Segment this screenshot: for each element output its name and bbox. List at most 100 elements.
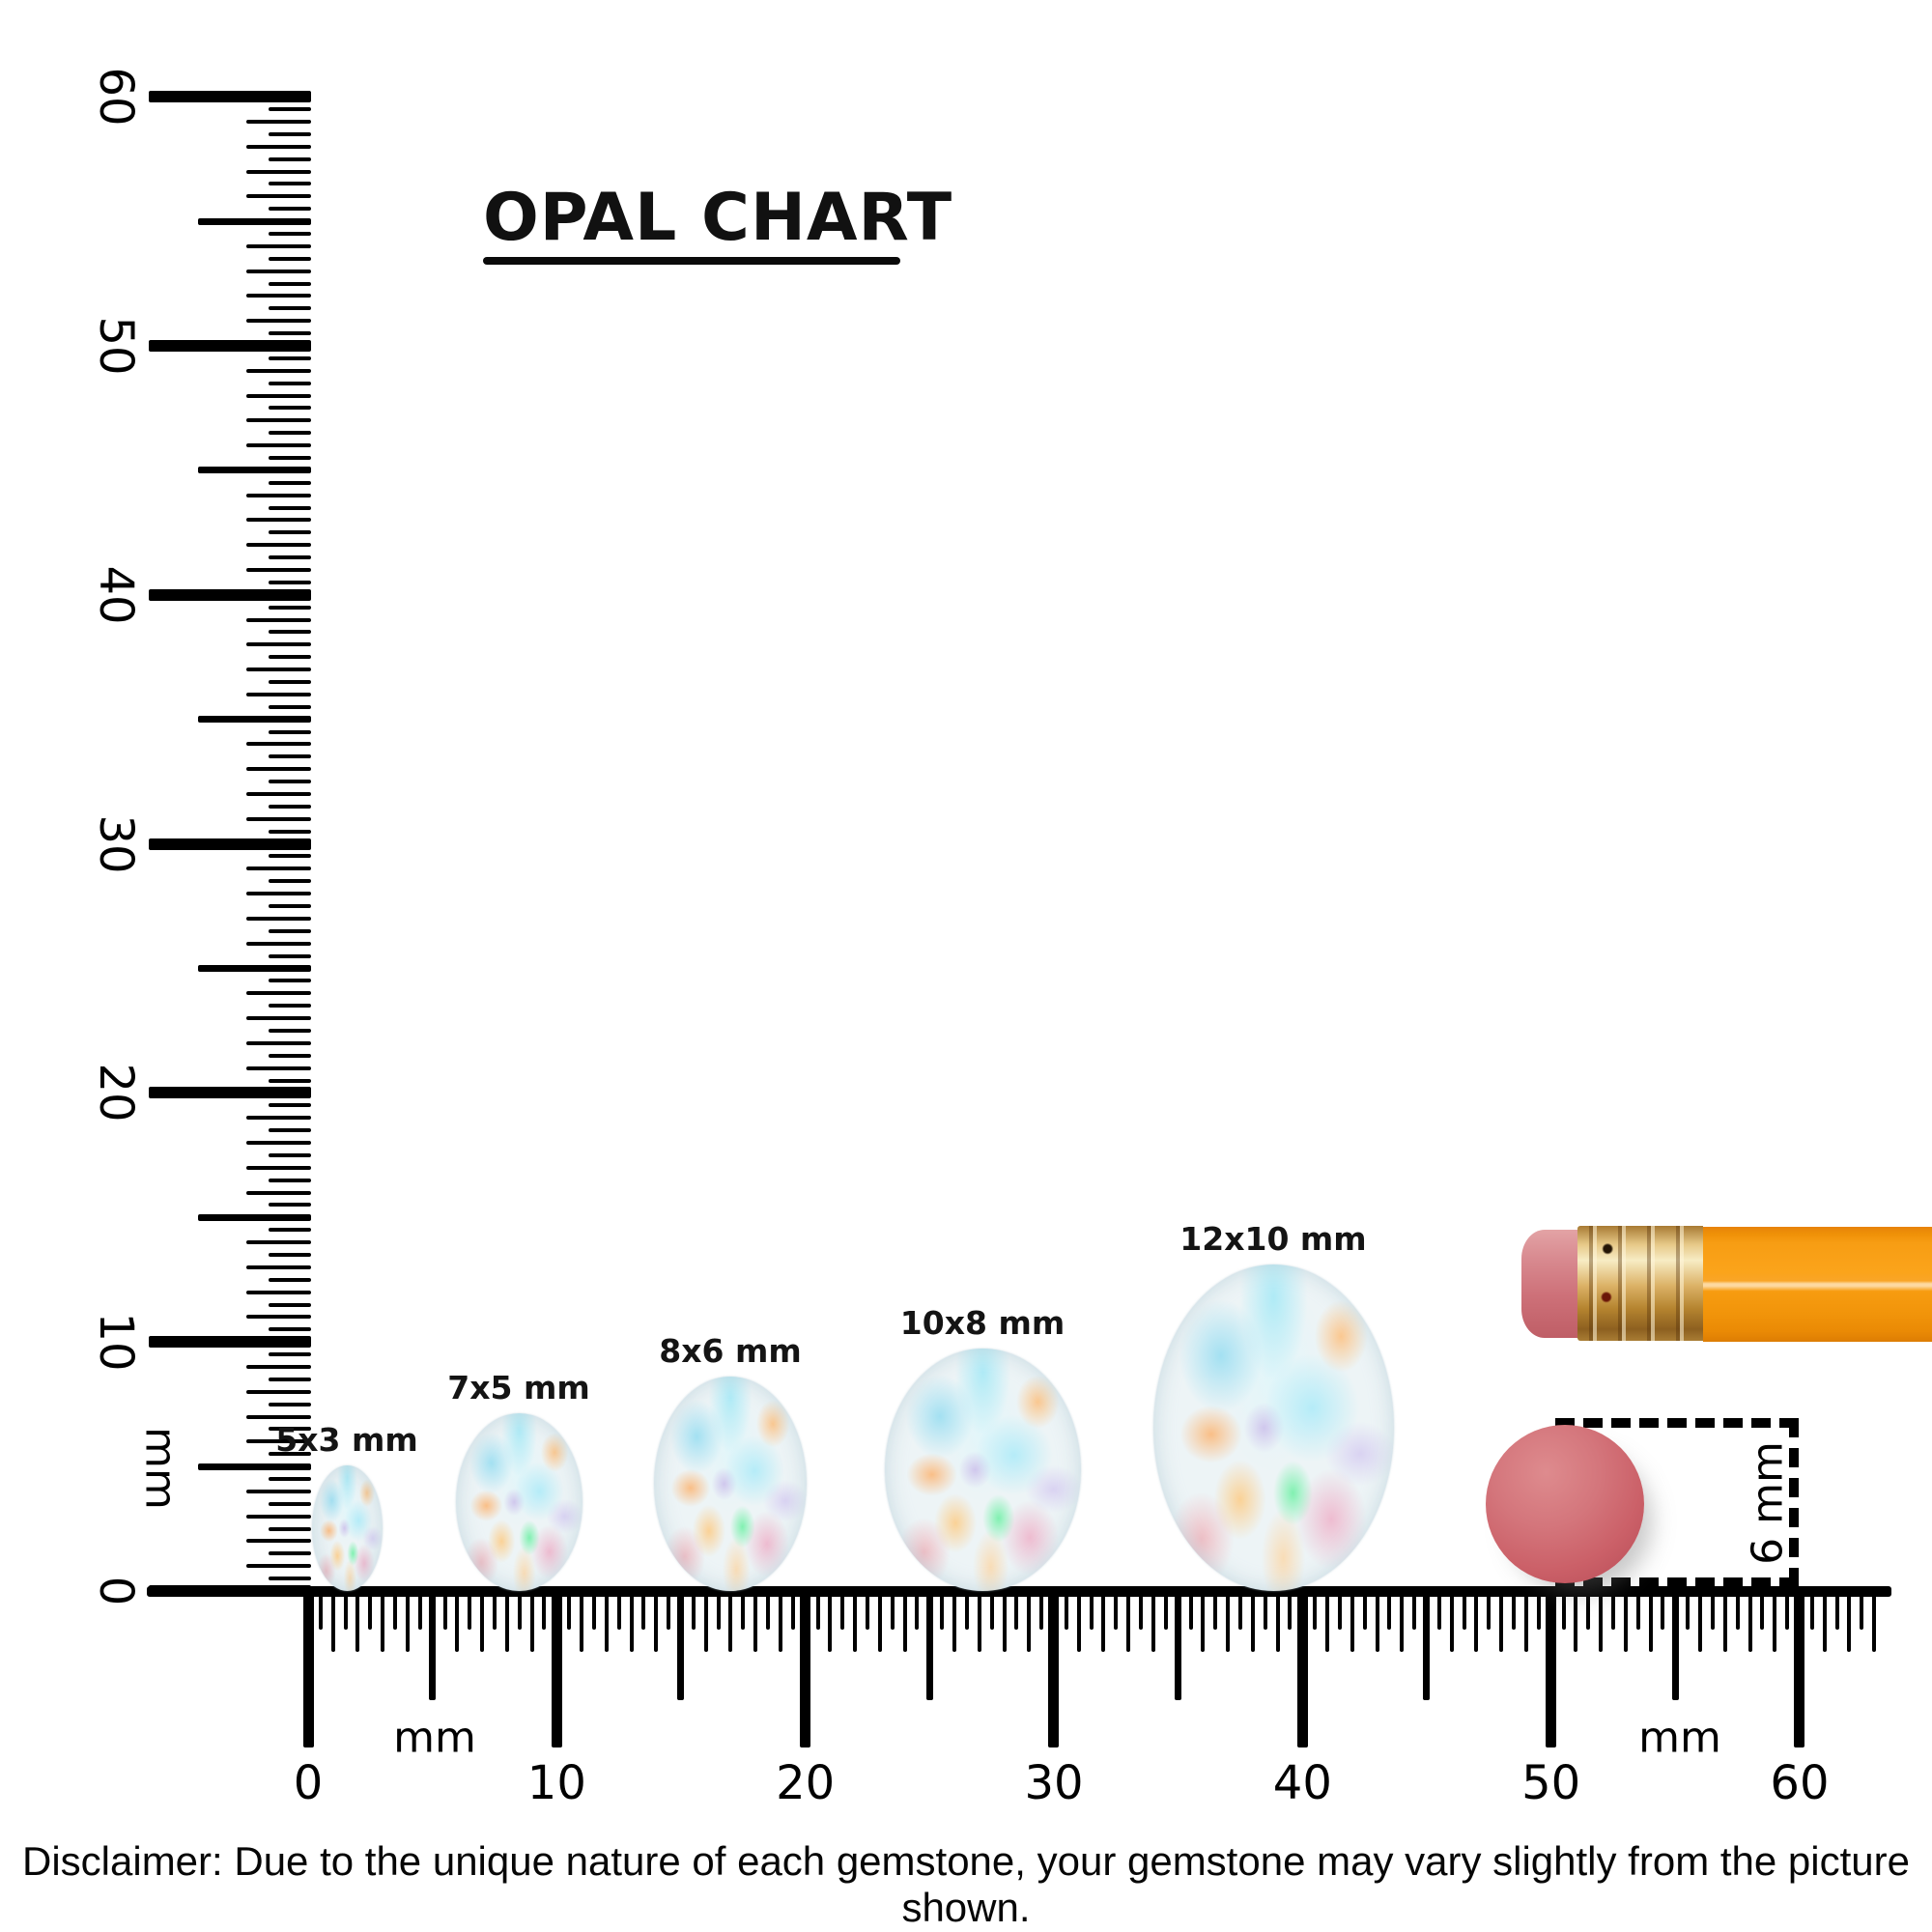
vertical-ruler-tick [198,716,311,724]
vertical-ruler-tick [269,1352,311,1357]
horizontal-ruler-tick [1002,1588,1007,1652]
horizontal-ruler-tick [1610,1588,1615,1630]
vertical-ruler-tick [269,953,311,958]
opal-gem-5x3 [311,1465,383,1591]
vertical-ruler-tick [246,368,311,373]
horizontal-ruler-tick [1126,1588,1131,1652]
vertical-ruler-tick [269,1302,311,1307]
vertical-ruler-tick [149,838,311,850]
vertical-ruler-tick [269,1427,311,1432]
horizontal-ruler-tick [1686,1588,1690,1630]
horizontal-ruler-unit-label-right: mm [1638,1713,1721,1763]
horizontal-ruler-tick [1048,1588,1060,1747]
horizontal-ruler-tick [1487,1588,1492,1630]
vertical-ruler-tick [269,1078,311,1083]
horizontal-ruler-tick [716,1588,721,1630]
horizontal-ruler-tick [1400,1588,1405,1652]
vertical-ruler-tick [246,1240,311,1245]
vertical-ruler-tick [246,1165,311,1170]
vertical-ruler-tick [269,928,311,933]
horizontal-ruler-tick [1698,1588,1703,1652]
vertical-ruler-tick [246,816,311,821]
vertical-ruler-tick [246,1065,311,1070]
horizontal-ruler-tick [1474,1588,1479,1652]
horizontal-ruler-tick [1623,1588,1628,1652]
vertical-ruler-tick [246,169,311,174]
horizontal-ruler-tick [1423,1588,1431,1700]
vertical-ruler-tick [246,568,311,573]
horizontal-ruler-tick [964,1588,969,1630]
horizontal-ruler-number: 60 [1770,1756,1830,1810]
vertical-ruler-tick [149,1336,311,1349]
horizontal-ruler-tick [1151,1588,1155,1652]
horizontal-ruler-tick [1499,1588,1504,1652]
vertical-ruler-tick [269,904,311,909]
vertical-ruler-tick [269,331,311,336]
vertical-ruler-tick [246,1489,311,1493]
horizontal-ruler-tick [1735,1588,1740,1630]
vertical-ruler-tick [246,518,311,523]
vertical-ruler-tick [269,1128,311,1133]
horizontal-ruler-tick [1860,1588,1864,1630]
vertical-ruler-tick [246,867,311,871]
horizontal-ruler-tick [1586,1588,1591,1630]
vertical-ruler-tick [198,965,311,972]
eraser-size-label: 6 mm [1743,1441,1793,1565]
vertical-ruler-tick [269,680,311,685]
horizontal-ruler-tick [890,1588,895,1630]
vertical-ruler-tick [246,668,311,672]
horizontal-ruler-number: 20 [776,1756,836,1810]
vertical-ruler-tick [269,1577,311,1581]
horizontal-ruler-tick [1546,1588,1557,1747]
horizontal-ruler-number: 10 [526,1756,586,1810]
horizontal-ruler-tick [1163,1588,1168,1630]
horizontal-ruler-tick [551,1588,562,1747]
vertical-ruler-tick [246,1116,311,1121]
vertical-ruler-tick [246,443,311,448]
vertical-ruler-tick [269,207,311,212]
page-title: OPAL CHART [483,180,953,256]
horizontal-ruler-tick [1237,1588,1242,1630]
horizontal-ruler-tick [1226,1588,1231,1652]
opal-gem-10x8 [884,1349,1081,1591]
horizontal-ruler-tick [703,1588,708,1652]
vertical-ruler-tick [269,381,311,385]
horizontal-ruler-tick [580,1588,584,1652]
horizontal-ruler-tick [1785,1588,1790,1630]
vertical-ruler-tick [269,630,311,635]
vertical-ruler-tick [269,480,311,485]
opal-size-label: 10x8 mm [899,1304,1065,1342]
horizontal-ruler-tick [677,1588,685,1700]
vertical-ruler-unit-label: mm [135,1427,185,1510]
horizontal-ruler-tick [393,1588,398,1630]
horizontal-ruler-tick [1387,1588,1392,1630]
vertical-ruler-tick [246,742,311,747]
horizontal-ruler-tick [1523,1588,1528,1652]
vertical-ruler-tick [269,704,311,709]
vertical-ruler-tick [269,1377,311,1381]
horizontal-ruler-tick [840,1588,845,1630]
horizontal-ruler-tick [1325,1588,1330,1652]
vertical-ruler-tick [269,131,311,136]
horizontal-ruler-tick [1635,1588,1640,1630]
horizontal-ruler-tick [753,1588,758,1652]
vertical-ruler-tick [246,319,311,324]
horizontal-ruler-tick [1114,1588,1119,1630]
horizontal-ruler-tick [989,1588,994,1630]
horizontal-ruler-tick [915,1588,920,1630]
disclaimer-text: Disclaimer: Due to the unique nature of … [22,1838,1910,1930]
eraser-disc-icon [1486,1425,1644,1583]
vertical-ruler-tick [246,294,311,298]
vertical-ruler-tick [246,991,311,996]
horizontal-ruler-tick [902,1588,907,1652]
vertical-ruler-tick [246,1140,311,1145]
vertical-ruler-tick [246,1190,311,1195]
horizontal-ruler-tick [1175,1588,1182,1700]
vertical-ruler-tick [269,1028,311,1033]
vertical-ruler-tick [246,1514,311,1519]
horizontal-ruler-tick [1722,1588,1727,1652]
vertical-ruler-tick [246,393,311,398]
vertical-ruler-tick [246,1290,311,1294]
vertical-ruler-tick [149,1087,311,1099]
vertical-ruler-tick [269,431,311,436]
